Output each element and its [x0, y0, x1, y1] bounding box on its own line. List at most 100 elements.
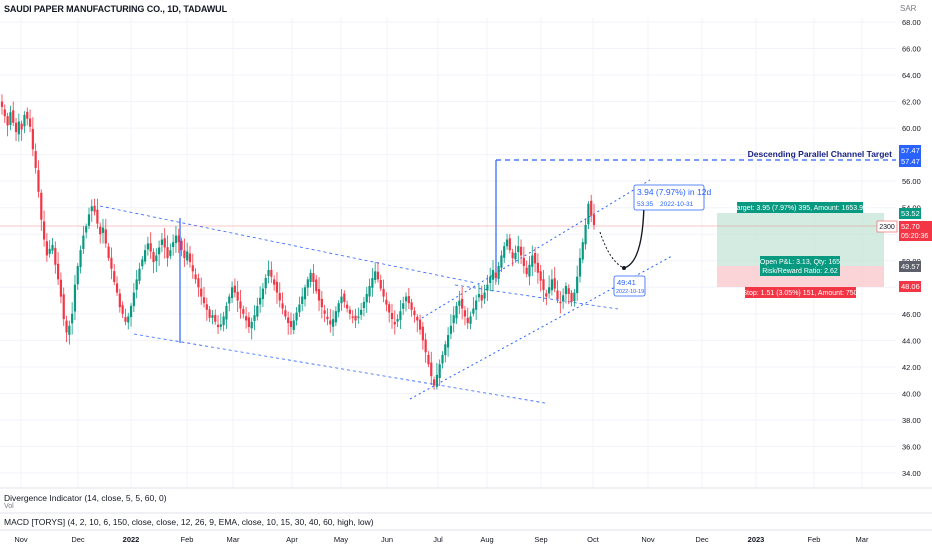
candle-body	[65, 320, 68, 333]
candle-body	[393, 321, 396, 325]
candle-body	[242, 309, 245, 314]
candle-body	[183, 250, 186, 259]
candle-body	[348, 309, 352, 314]
projection-label: 3.94 (7.97%) in 12d	[637, 187, 711, 197]
candle-body	[306, 279, 309, 288]
candle-body	[3, 109, 6, 117]
candle-body	[191, 265, 194, 272]
candle-body	[303, 287, 307, 300]
candle-body	[477, 293, 481, 298]
candle-body	[197, 278, 200, 288]
pivot-time: 49:41	[617, 278, 636, 287]
candle-body	[590, 200, 593, 216]
y-tick-label: 42.00	[902, 363, 921, 372]
y-tick-label: 40.00	[902, 389, 921, 398]
candle-body	[374, 271, 377, 280]
candle-body	[550, 279, 554, 291]
candle-body	[200, 288, 203, 297]
candle-body	[402, 303, 405, 309]
candle-body	[298, 304, 301, 313]
candle-body	[466, 317, 469, 324]
candle-body	[54, 247, 57, 265]
x-tick-label: Oct	[587, 535, 600, 544]
candle-body	[270, 269, 273, 277]
candle-body	[449, 325, 453, 334]
candle-body	[289, 321, 293, 328]
candle-body	[562, 295, 565, 302]
candle-body	[188, 253, 192, 263]
candle-body	[115, 283, 119, 293]
candle-body	[208, 309, 211, 318]
candle-body	[416, 316, 419, 321]
candle-body	[48, 248, 51, 254]
candle-body	[410, 302, 413, 310]
rising-channel-upper	[421, 179, 651, 319]
tag-channel-target-text: 57.47	[901, 146, 920, 155]
candle-body	[413, 310, 416, 316]
x-tick-label: Mar	[856, 535, 869, 544]
x-tick-label: May	[334, 535, 348, 544]
y-tick-label: 64.00	[902, 71, 921, 80]
tag-channel-target	[899, 145, 921, 156]
candle-body	[99, 226, 102, 235]
candle-body	[533, 252, 537, 264]
candle-body	[9, 112, 12, 125]
candle-body	[578, 258, 582, 277]
candle-body	[253, 315, 256, 321]
candle-body	[559, 301, 562, 304]
candle-body	[256, 305, 259, 317]
tag-entry-text: 49.57	[901, 262, 920, 271]
vol-indicator-label[interactable]: Vol	[4, 503, 14, 510]
tag-channel-target-2	[899, 156, 921, 167]
pivot-label-box	[613, 275, 646, 297]
candle-body	[368, 285, 371, 297]
candle-body	[444, 344, 447, 356]
x-tick-label: Apr	[286, 535, 298, 544]
candle-body	[570, 292, 573, 302]
candle-body	[222, 316, 225, 326]
y-tick-label: 66.00	[902, 45, 921, 54]
candle-body	[323, 310, 326, 314]
candle-body	[354, 315, 357, 321]
candle-body	[514, 252, 517, 260]
candle-body	[216, 324, 220, 328]
candle-body	[418, 319, 422, 330]
candle-body	[149, 243, 152, 252]
candle-body	[463, 310, 467, 317]
projection-price: 53.35	[637, 201, 654, 208]
candle-body	[12, 110, 15, 123]
x-tick-label: 2023	[748, 535, 765, 544]
y-tick-label: 38.00	[902, 416, 921, 425]
candle-body	[581, 242, 584, 260]
candle-body	[491, 270, 495, 280]
candle-body	[247, 317, 251, 328]
candle-body	[382, 288, 385, 297]
candle-body	[320, 298, 323, 308]
tag-target-text: 53.52	[901, 209, 920, 218]
candle-body	[497, 266, 500, 279]
candle-body	[399, 311, 402, 320]
macd-indicator-label[interactable]: MACD [TORYS] (4, 2, 10, 6, 150, close, c…	[4, 517, 374, 527]
candle-body	[528, 264, 531, 277]
candle-body	[180, 240, 183, 251]
candle-body	[93, 205, 96, 212]
grid-horizontal	[0, 21, 896, 474]
candle-body	[500, 255, 503, 268]
candle-body	[211, 315, 214, 318]
candle-body	[548, 287, 551, 294]
candle-body	[337, 303, 340, 313]
candle-body	[432, 379, 436, 386]
candle-body	[267, 270, 270, 276]
descending-channel-upper	[99, 205, 477, 284]
y-tick-label: 60.00	[902, 124, 921, 133]
x-tick-label: Dec	[695, 535, 709, 544]
divergence-indicator-label[interactable]: Divergence Indicator (14, close, 5, 5, 6…	[4, 493, 167, 503]
candle-body	[244, 316, 248, 321]
candle-body	[76, 266, 79, 285]
x-tick-label: 2022	[123, 535, 140, 544]
candle-body	[239, 301, 242, 309]
candle-body	[360, 309, 363, 315]
candle-body	[317, 289, 321, 301]
